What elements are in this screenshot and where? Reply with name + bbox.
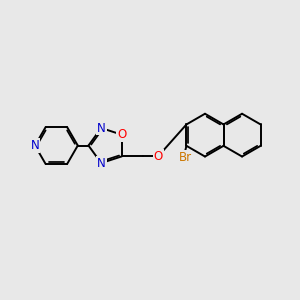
- Text: O: O: [153, 150, 163, 163]
- Text: N: N: [97, 157, 106, 169]
- Text: O: O: [117, 128, 126, 141]
- Text: N: N: [97, 122, 106, 134]
- Text: N: N: [31, 139, 39, 152]
- Text: Br: Br: [178, 151, 191, 164]
